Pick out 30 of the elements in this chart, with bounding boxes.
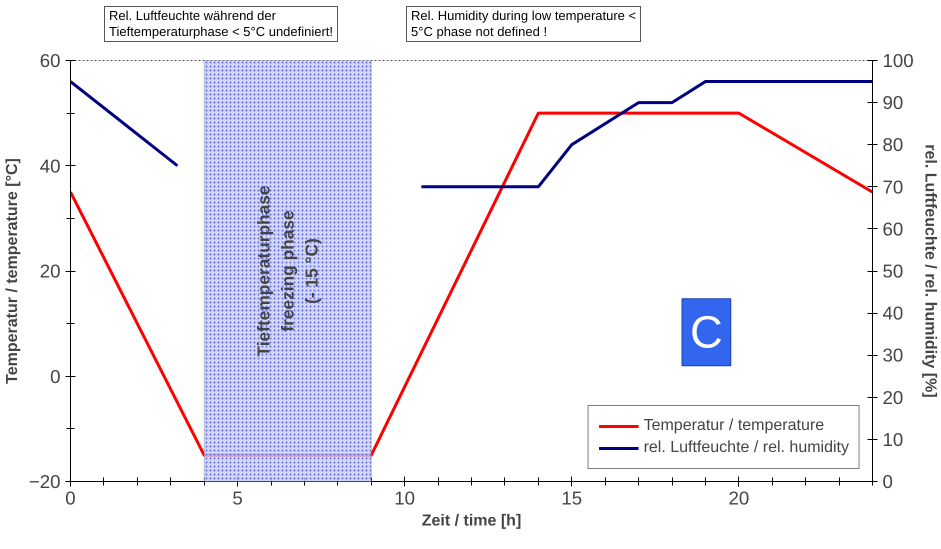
y2-tick-label: 70 <box>882 176 904 198</box>
text: Rel. Luftfeuchte während der Tieftemperaturphase < 5°C undefiniert! <box>104 6 338 42</box>
x-tick-label: 20 <box>728 488 750 508</box>
y-tick-label: 60 <box>40 50 61 71</box>
legend-label: rel. Luftfeuchte / rel. humidity <box>644 439 849 457</box>
x-axis-title: Zeit / time [h] <box>422 512 522 530</box>
y2-tick-label: 50 <box>882 260 904 282</box>
y2-tick-label: 10 <box>882 428 904 450</box>
y2-tick-label: 0 <box>882 471 893 492</box>
y2-tick-label: 30 <box>882 344 904 366</box>
y-tick-label: 0 <box>50 366 61 387</box>
x-tick-label: 5 <box>232 488 243 508</box>
y2-tick-label: 20 <box>882 386 904 408</box>
y2-tick-label: 90 <box>882 92 904 114</box>
y-tick-label: 40 <box>40 155 61 176</box>
y2-axis-title: rel. Luftfeuchte / rel. humidity [%] <box>922 144 939 398</box>
y-tick-label: 20 <box>40 260 61 282</box>
band-label: Tieftemperaturphase freezing phase (- 15 °C) <box>254 185 322 357</box>
y2-tick-label: 60 <box>882 218 904 240</box>
y-tick-label: −20 <box>28 471 61 492</box>
x-tick-label: 15 <box>561 488 582 508</box>
y2-tick-label: 100 <box>882 50 914 71</box>
legend-label: Temperatur / temperature <box>644 417 824 435</box>
text: Rel. Humidity during low temperature < 5°C phase not defined ! <box>406 6 642 42</box>
x-tick-label: 10 <box>394 488 416 508</box>
y2-tick-label: 80 <box>882 134 904 156</box>
x-tick-label: 0 <box>65 488 76 508</box>
y-axis-title: Temperatur / temperature [°C] <box>4 158 21 384</box>
annotation: C <box>690 306 723 358</box>
y2-tick-label: 40 <box>882 302 904 324</box>
